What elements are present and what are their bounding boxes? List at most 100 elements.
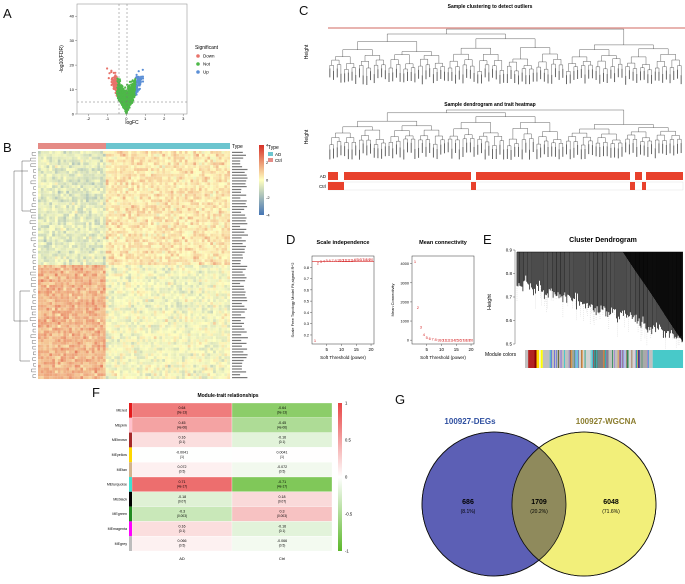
heatmap-cell [57,202,61,206]
heatmap-cell [204,256,208,260]
heatmap-cell [159,273,163,277]
row-dendro-branch [31,306,36,310]
heatmap-cell [54,185,58,189]
heatmap-cell [176,156,180,160]
heatmap-cell [142,199,146,203]
heatmap-cell [193,162,197,166]
heatmap-cell [159,165,163,169]
heatmap-cell [60,287,64,291]
heatmap-cell [91,227,95,231]
heatmap-cell [60,265,64,268]
heatmap-cell [187,219,191,223]
heatmap-cell [86,222,89,226]
heatmap-cell [176,159,180,163]
volcano-point [127,103,130,106]
heatmap-cell [46,225,50,228]
heatmap-cell [182,265,185,268]
heatmap-cell [46,210,50,214]
heatmap-cell [57,296,61,300]
heatmap-cell [145,233,149,237]
heatmap-cell [193,242,197,246]
heatmap-cell [52,282,55,285]
heatmap-cell [54,222,58,226]
heatmap-cell [69,202,72,206]
heatmap-cell [80,208,84,211]
heatmap-cell [131,253,135,257]
heatmap-cell [213,256,216,260]
heatmap-cell [221,188,225,191]
row-dendro-branch [32,294,36,298]
heatmap-cell [136,153,140,157]
heatmap-cell [165,242,168,246]
heatmap-cell [139,245,143,248]
heatmap-cell [136,233,140,237]
heatmap-cell [111,230,115,234]
heatmap-cell [46,262,50,266]
heatmap-cell [94,293,98,297]
heatmap-cell [71,208,75,211]
heatmap-cell [43,267,47,271]
heatmap-cell [60,185,64,189]
volcano-legend-not: Not [203,62,211,67]
heatmap-cell [204,190,208,194]
heatmap-cell [218,233,222,237]
heatmap-cell [57,162,61,166]
heatmap-cell [207,222,211,226]
heatmap-cell [218,242,222,246]
heatmap-cell [54,262,58,266]
heatmap-cell [162,276,166,280]
volcano-point [119,79,122,83]
heatmap-cell [213,173,216,177]
heatmap-cell [139,190,143,194]
heatmap-cell [134,170,137,174]
heatmap-cell [190,193,194,197]
heatmap-cell [105,213,109,217]
heatmap-cell [221,159,225,163]
heatmap-cell [63,287,67,291]
heatmap-cell [46,236,50,240]
heatmap-cell [162,267,166,271]
heatmap-cell [215,176,219,180]
heatmap-cell [218,156,222,160]
heatmap-cell [80,216,84,220]
heatmap-cell [207,210,211,214]
heatmap-cell [80,293,84,297]
heatmap-cell [148,225,151,228]
heatmap-cell [193,153,197,157]
heatmap-cell [134,296,137,300]
heatmap-cell [153,159,157,163]
heatmap-cell [63,216,67,220]
heatmap-cell [131,245,135,248]
heatmap-cell [119,151,123,154]
heatmap-cell [213,290,216,294]
heatmap-cell [227,250,231,254]
heatmap-cell [74,239,78,243]
heatmap-cell [77,239,81,243]
heatmap-cell [139,270,143,274]
heatmap-cell [117,290,120,294]
heatmap-cell [215,239,219,243]
heatmap-cell [190,236,194,240]
heatmap-cell [60,227,64,231]
heatmap-cell [66,256,70,260]
heatmap-cell [122,190,126,194]
heatmap-cell [145,202,149,206]
heatmap-cell [136,151,140,154]
heatmap-cell [196,265,199,268]
heatmap-cell [204,176,208,180]
heatmap-cell [54,242,58,246]
heatmap-cell [43,208,47,211]
heatmap-cell [102,162,106,166]
heatmap-cell [69,225,72,228]
heatmap-cell [60,219,64,223]
heatmap-cell [165,210,168,214]
heatmap-cell [145,151,149,154]
heatmap-cell [187,293,191,297]
heatmap-cell [198,216,202,220]
heatmap-cell [221,153,225,157]
heatmap-cell [60,284,64,288]
heatmap-cell [136,185,140,189]
heatmap-cell [148,188,151,191]
heatmap-cell [224,179,228,183]
heatmap-cell [201,205,205,209]
